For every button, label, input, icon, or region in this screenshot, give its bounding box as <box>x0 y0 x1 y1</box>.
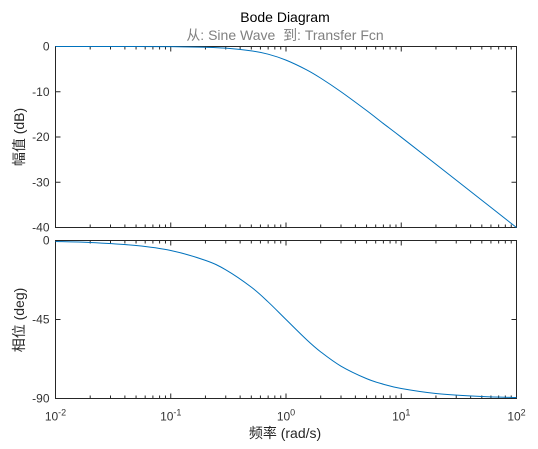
magnitude-panel: 0 -10 -20 -30 -40 幅值 (dB) <box>11 40 517 235</box>
magnitude-ylabel: 幅值 (dB) <box>11 108 27 166</box>
magnitude-y-tick-label: -20 <box>32 130 50 144</box>
magnitude-axes-frame <box>55 46 517 228</box>
phase-series-line <box>55 241 517 398</box>
phase-y-tick-label: 0 <box>43 234 50 248</box>
subtitle-spacer <box>275 27 283 43</box>
phase-xlabel: 频率 (rad/s) <box>249 425 321 441</box>
magnitude-y-ticks: 0 -10 -20 -30 -40 <box>32 40 517 235</box>
phase-x-tick-label: 10-2 <box>45 408 66 424</box>
magnitude-x-ticks <box>55 46 517 228</box>
phase-x-tick-labels: 10-2 10-1 100 101 102 <box>45 408 526 424</box>
chart-subtitle: 从: Sine Wave 到: Transfer Fcn <box>186 27 383 43</box>
magnitude-y-tick-label: -10 <box>32 85 50 99</box>
phase-x-tick-label: 102 <box>507 408 525 424</box>
phase-x-ticks <box>55 240 517 399</box>
phase-ylabel: 相位 (deg) <box>11 288 27 353</box>
phase-y-ticks: 0 -45 -90 <box>32 234 517 406</box>
phase-x-tick-label: 100 <box>277 408 295 424</box>
phase-y-tick-label: -90 <box>32 392 50 406</box>
subtitle-to: 到: Transfer Fcn <box>283 27 384 43</box>
magnitude-y-tick-label: -40 <box>32 221 50 235</box>
magnitude-y-tick-label: -30 <box>32 175 50 189</box>
phase-y-tick-label: -45 <box>32 313 50 327</box>
phase-x-tick-label: 101 <box>392 408 410 424</box>
phase-x-tick-label: 10-1 <box>160 408 181 424</box>
phase-panel: 0-45-90 相位 (deg) 频率 (rad/s) 10-2 10-1 100 1… <box>11 234 526 442</box>
magnitude-y-tick-label: 0 <box>43 40 50 54</box>
chart-title: Bode Diagram <box>240 9 330 25</box>
magnitude-series-line <box>55 45 517 228</box>
subtitle-from: 从: Sine Wave <box>186 27 275 43</box>
